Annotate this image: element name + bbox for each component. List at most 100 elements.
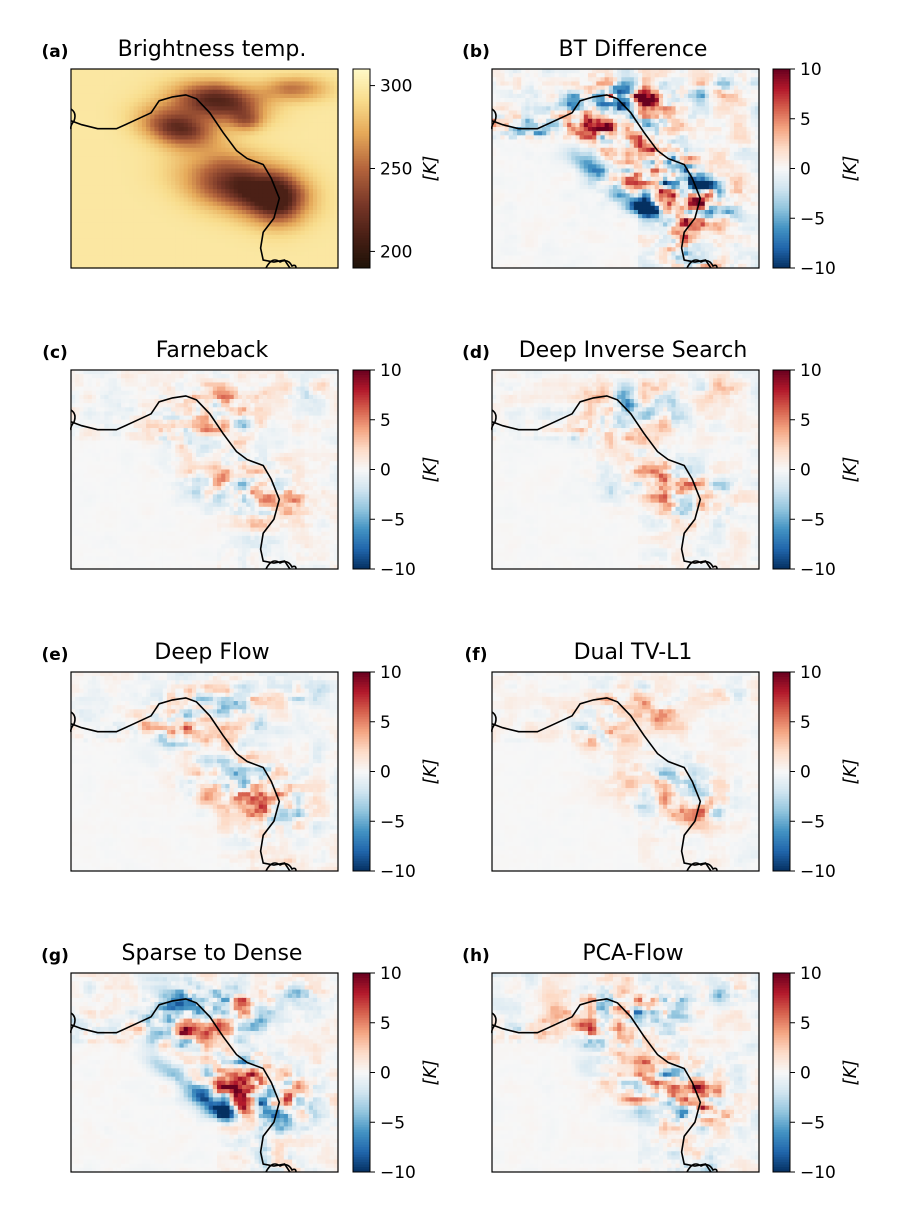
map-cell	[284, 247, 289, 252]
map-cell	[617, 148, 622, 153]
map-cell	[217, 98, 222, 103]
map-cell	[88, 173, 93, 178]
map-cell	[592, 127, 597, 132]
map-cell	[513, 160, 518, 165]
map-cell	[138, 69, 143, 74]
map-cell	[84, 131, 89, 136]
map-cell	[571, 86, 576, 91]
map-cell	[230, 152, 235, 157]
map-cell	[109, 181, 114, 186]
map-cell	[250, 148, 255, 153]
map-cell	[246, 256, 251, 261]
map-cell	[621, 127, 626, 132]
map-cell	[288, 210, 293, 215]
map-cell	[71, 222, 76, 227]
map-cell	[246, 139, 251, 144]
map-cell	[113, 73, 118, 78]
map-cell	[721, 148, 726, 153]
map-cell	[205, 119, 210, 124]
map-cell	[205, 135, 210, 140]
map-cell	[588, 156, 593, 161]
map-cell	[196, 119, 201, 124]
map-cell	[309, 222, 314, 227]
map-cell	[263, 177, 268, 182]
map-cell	[546, 181, 551, 186]
map-cell	[626, 127, 631, 132]
map-cell	[125, 127, 130, 132]
map-cell	[638, 135, 643, 140]
map-cell	[159, 181, 164, 186]
map-cell	[642, 98, 647, 103]
map-cell	[317, 256, 322, 261]
map-cell	[71, 177, 76, 182]
map-cell	[709, 106, 714, 111]
map-cell	[238, 189, 243, 194]
map-cell	[209, 73, 214, 78]
map-cell	[280, 173, 285, 178]
map-cell	[146, 247, 151, 252]
map-cell	[317, 189, 322, 194]
map-cell	[96, 214, 101, 219]
map-cell	[154, 243, 159, 248]
map-cell	[184, 243, 189, 248]
map-cell	[638, 177, 643, 182]
map-cell	[259, 156, 264, 161]
map-cell	[192, 148, 197, 153]
map-cell	[188, 127, 193, 132]
map-cell	[125, 227, 130, 232]
map-cell	[129, 164, 134, 169]
map-cell	[517, 106, 522, 111]
map-cell	[192, 239, 197, 244]
map-cell	[84, 247, 89, 252]
map-cell	[571, 177, 576, 182]
map-cell	[129, 193, 134, 198]
map-cell	[213, 181, 218, 186]
map-cell	[100, 181, 105, 186]
map-cell	[284, 218, 289, 223]
map-cell	[300, 127, 305, 132]
map-cell	[592, 131, 597, 136]
map-cell	[217, 231, 222, 236]
map-cell	[651, 127, 656, 132]
map-cell	[284, 102, 289, 107]
map-cell	[542, 177, 547, 182]
map-cell	[709, 77, 714, 82]
map-cell	[200, 135, 205, 140]
map-cell	[209, 131, 214, 136]
map-cell	[159, 202, 164, 207]
map-cell	[92, 227, 97, 232]
map-cell	[667, 139, 672, 144]
map-cell	[705, 173, 710, 178]
map-cell	[250, 231, 255, 236]
map-cell	[584, 156, 589, 161]
map-cell	[534, 169, 539, 174]
map-cell	[184, 231, 189, 236]
map-cell	[96, 202, 101, 207]
map-cell	[230, 69, 235, 74]
map-cell	[659, 144, 664, 149]
map-cell	[205, 152, 210, 157]
map-cell	[655, 115, 660, 120]
map-cell	[75, 156, 80, 161]
map-cell	[246, 222, 251, 227]
map-cell	[642, 73, 647, 78]
map-cell	[179, 139, 184, 144]
map-cell	[225, 81, 230, 86]
map-cell	[496, 177, 501, 182]
map-cell	[713, 131, 718, 136]
map-cell	[634, 98, 639, 103]
map-cell	[592, 173, 597, 178]
map-cell	[676, 127, 681, 132]
map-cell	[317, 131, 322, 136]
map-cell	[100, 69, 105, 74]
map-cell	[175, 231, 180, 236]
map-cell	[605, 115, 610, 120]
map-cell	[150, 164, 155, 169]
map-cell	[580, 102, 585, 107]
map-cell	[542, 127, 547, 132]
map-cell	[200, 115, 205, 120]
map-cell	[313, 260, 318, 265]
map-cell	[104, 169, 109, 174]
map-cell	[275, 115, 280, 120]
map-cell	[79, 214, 84, 219]
